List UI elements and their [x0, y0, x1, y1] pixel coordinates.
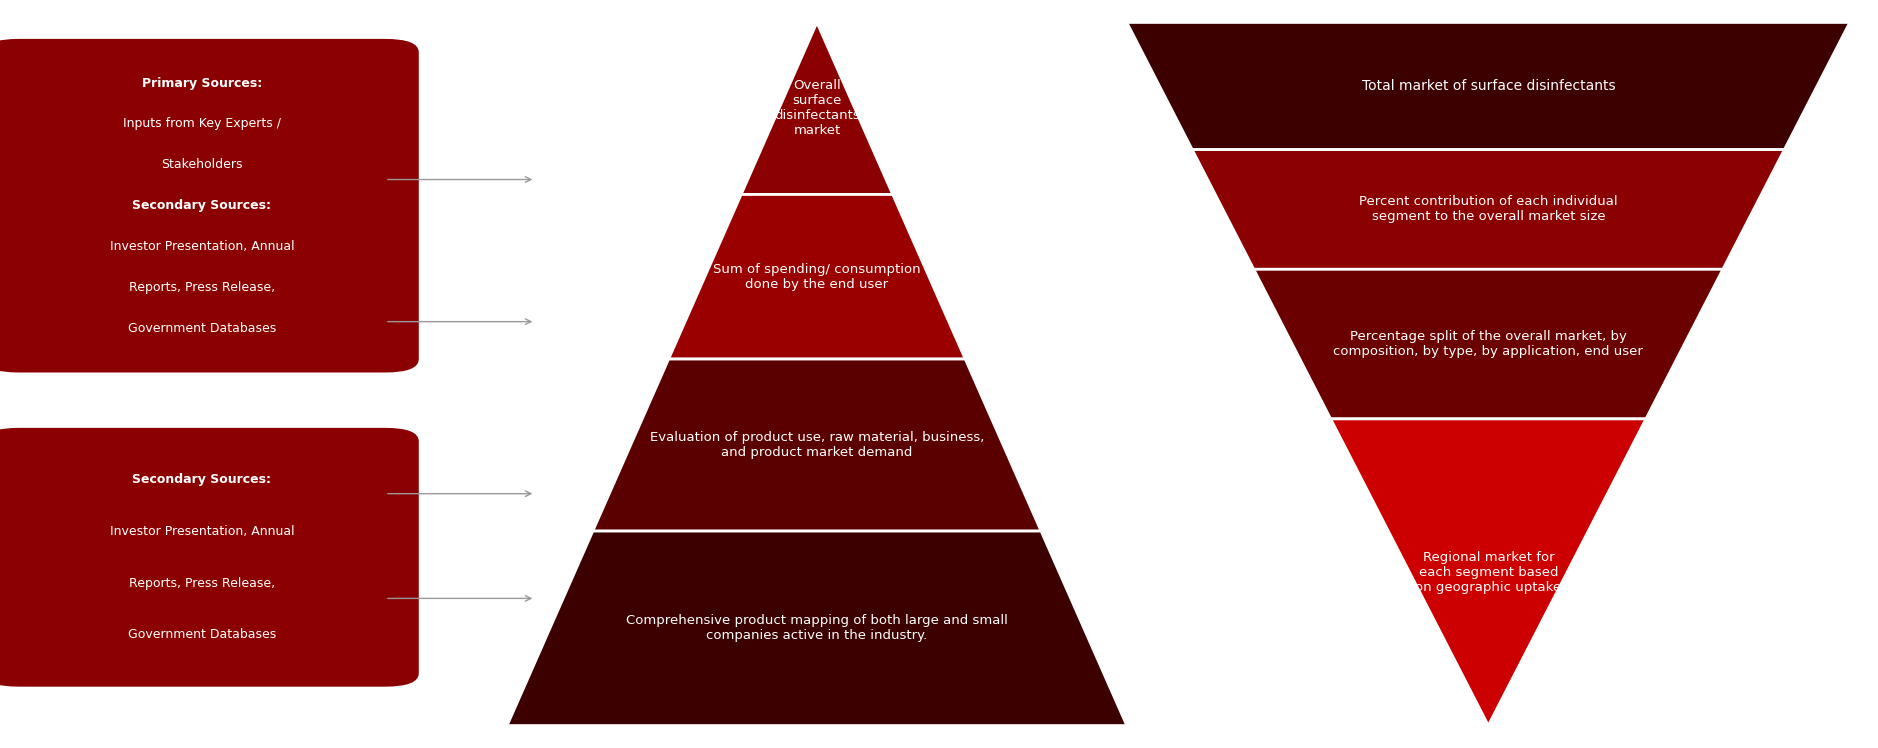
Polygon shape	[1193, 150, 1784, 269]
Text: Sum of spending/ consumption
done by the end user: Sum of spending/ consumption done by the…	[714, 263, 920, 291]
Text: Regional market for
each segment based
on geographic uptake: Regional market for each segment based o…	[1416, 551, 1561, 594]
Text: Secondary Sources:: Secondary Sources:	[131, 473, 272, 486]
Text: Government Databases: Government Databases	[128, 628, 276, 641]
Polygon shape	[1127, 22, 1850, 150]
FancyBboxPatch shape	[0, 39, 419, 373]
Text: Stakeholders: Stakeholders	[162, 159, 242, 171]
Text: Comprehensive product mapping of both large and small
companies active in the in: Comprehensive product mapping of both la…	[625, 614, 1008, 643]
Text: Inputs from Key Experts /: Inputs from Key Experts /	[122, 117, 282, 130]
Polygon shape	[742, 22, 892, 194]
Polygon shape	[593, 359, 1040, 531]
Text: Evaluation of product use, raw material, business,
and product market demand: Evaluation of product use, raw material,…	[650, 431, 984, 459]
Text: Overall
surface
disinfectants
market: Overall surface disinfectants market	[774, 79, 860, 138]
Text: Reports, Press Release,: Reports, Press Release,	[130, 281, 274, 294]
Polygon shape	[1332, 419, 1645, 726]
Text: Secondary Sources:: Secondary Sources:	[131, 199, 272, 212]
Text: Percentage split of the overall market, by
composition, by type, by application,: Percentage split of the overall market, …	[1333, 330, 1643, 358]
Text: Total market of surface disinfectants: Total market of surface disinfectants	[1362, 79, 1615, 93]
Text: Reports, Press Release,: Reports, Press Release,	[130, 577, 274, 589]
Polygon shape	[1255, 269, 1722, 419]
Polygon shape	[669, 194, 965, 359]
FancyBboxPatch shape	[0, 428, 419, 687]
Text: Government Databases: Government Databases	[128, 322, 276, 335]
Text: Percent contribution of each individual
segment to the overall market size: Percent contribution of each individual …	[1360, 195, 1617, 224]
Polygon shape	[507, 531, 1127, 726]
Text: Primary Sources:: Primary Sources:	[141, 76, 263, 90]
Text: Investor Presentation, Annual: Investor Presentation, Annual	[109, 525, 295, 538]
Text: Investor Presentation, Annual: Investor Presentation, Annual	[109, 240, 295, 253]
